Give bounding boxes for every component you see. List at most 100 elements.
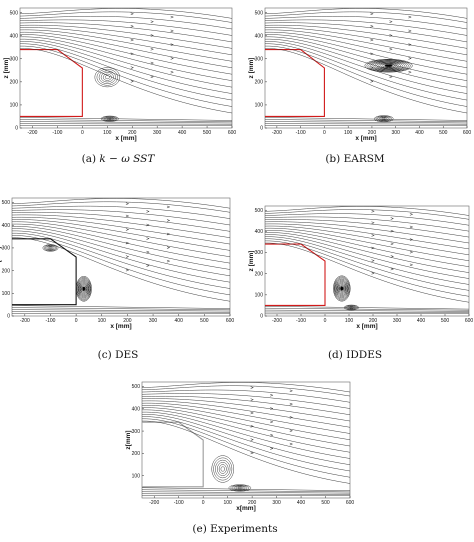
flow-arrow xyxy=(289,442,294,446)
x-axis-label: x [mm] xyxy=(355,135,376,142)
caption-a: (a) k − ω SST xyxy=(48,153,188,165)
streamline xyxy=(264,11,468,23)
vortex-ring xyxy=(77,278,91,300)
vortex-ring xyxy=(335,279,348,298)
y-tick-label: 200 xyxy=(10,80,19,86)
streamline xyxy=(141,389,351,403)
vortex-ring xyxy=(43,244,58,251)
vortex-ring xyxy=(374,61,403,70)
flow-arrow xyxy=(125,241,130,245)
x-tick-label: 300 xyxy=(153,130,162,136)
vortex-ring xyxy=(376,62,401,70)
vortex-ring xyxy=(380,63,397,69)
vortex-ring xyxy=(382,63,395,68)
y-tick-label: 200 xyxy=(255,271,264,277)
ground-streamline xyxy=(264,307,470,311)
y-axis-label: z [mm] xyxy=(248,251,255,272)
x-tick-label: 400 xyxy=(297,500,306,506)
y-tick-label: 0 xyxy=(7,314,10,320)
panel-a: -200 -100 0 100 200 300 400 500 600 0 100 200 300 400… xyxy=(0,0,236,175)
flow-arrow xyxy=(408,43,412,46)
x-tick-label: 400 xyxy=(415,130,424,136)
flow-arrow xyxy=(408,29,412,33)
caption-b-text: EARSM xyxy=(343,153,385,165)
y-tick-label: 200 xyxy=(132,451,141,457)
vortex-ring xyxy=(211,455,234,483)
vortex-ring xyxy=(78,280,90,298)
vortex-ring xyxy=(366,59,411,72)
streamline xyxy=(264,22,468,43)
streamline xyxy=(141,385,351,397)
flow-arrow xyxy=(146,264,150,267)
streamline xyxy=(19,36,233,81)
vortex-ring xyxy=(230,484,250,491)
x-tick-label: 100 xyxy=(98,318,107,324)
flow-arrow xyxy=(250,451,255,455)
vortex-ring xyxy=(98,70,116,84)
body-outline xyxy=(20,48,83,118)
x-tick-label: -100 xyxy=(296,130,306,136)
vortex-ring xyxy=(343,304,359,311)
vortex-ring xyxy=(47,246,54,250)
plot-d: -200 -100 0 100 200 300 400 500 600 0 100 200 300 400… xyxy=(248,205,474,330)
streamline xyxy=(141,382,351,393)
flow-arrow xyxy=(390,267,395,271)
x-tick-label: 600 xyxy=(465,318,474,324)
vortex-ring xyxy=(335,278,349,299)
streamline xyxy=(264,238,470,291)
y-axis-label: z[mm] xyxy=(125,430,132,449)
streamline xyxy=(141,393,351,409)
streamline xyxy=(264,219,470,238)
x-tick-label: 300 xyxy=(393,318,402,324)
streamline xyxy=(264,216,470,232)
streamline xyxy=(264,206,470,216)
flow-arrow xyxy=(371,272,375,275)
streamline xyxy=(141,420,351,484)
flow-arrow xyxy=(409,250,414,254)
streamline xyxy=(19,32,233,68)
flow-arrow xyxy=(409,225,414,229)
streamline xyxy=(264,38,468,88)
y-tick-label: 300 xyxy=(255,56,264,62)
y-tick-label: 500 xyxy=(2,200,11,206)
vortex-ring xyxy=(215,459,231,479)
vortex-ring xyxy=(333,276,350,301)
x-tick-label: -200 xyxy=(27,130,37,136)
vortex-ring xyxy=(75,276,92,302)
x-tick-label: 400 xyxy=(178,130,187,136)
plot-frame xyxy=(11,197,231,317)
streamlines xyxy=(19,8,233,126)
vortex-ring xyxy=(374,115,394,123)
vortex-ring xyxy=(235,486,244,490)
streamline xyxy=(11,219,231,251)
y-tick-label: 100 xyxy=(132,473,141,479)
flow-arrow xyxy=(170,15,175,19)
y-tick-label: 500 xyxy=(132,384,141,390)
x-tick-label: 600 xyxy=(463,130,472,136)
streamline xyxy=(264,36,468,81)
y-tick-label: 100 xyxy=(10,103,19,109)
vortex-ring xyxy=(364,58,413,73)
flow-arrow xyxy=(371,246,375,250)
vortex-ring xyxy=(372,61,405,71)
vortex-ring xyxy=(103,116,116,121)
flow-arrow xyxy=(250,411,255,415)
vortex-ring xyxy=(108,118,112,120)
vortex-ring xyxy=(232,485,248,491)
x-tick-label: 100 xyxy=(345,318,354,324)
streamline xyxy=(264,230,470,267)
flow-arrow xyxy=(389,75,393,79)
x-tick-label: -200 xyxy=(149,500,159,506)
x-tick-label: 0 xyxy=(75,318,78,324)
streamline xyxy=(11,198,231,209)
streamline xyxy=(19,11,233,23)
flow-arrow xyxy=(390,229,395,233)
streamline xyxy=(264,24,468,49)
x-tick-label: -200 xyxy=(20,318,30,324)
y-tick-label: 0 xyxy=(15,126,18,132)
flow-arrow xyxy=(166,205,171,209)
streamline xyxy=(11,212,231,232)
x-tick-label: -100 xyxy=(52,130,62,136)
x-tick-label: 300 xyxy=(392,130,401,136)
ground-streamline xyxy=(264,117,468,121)
